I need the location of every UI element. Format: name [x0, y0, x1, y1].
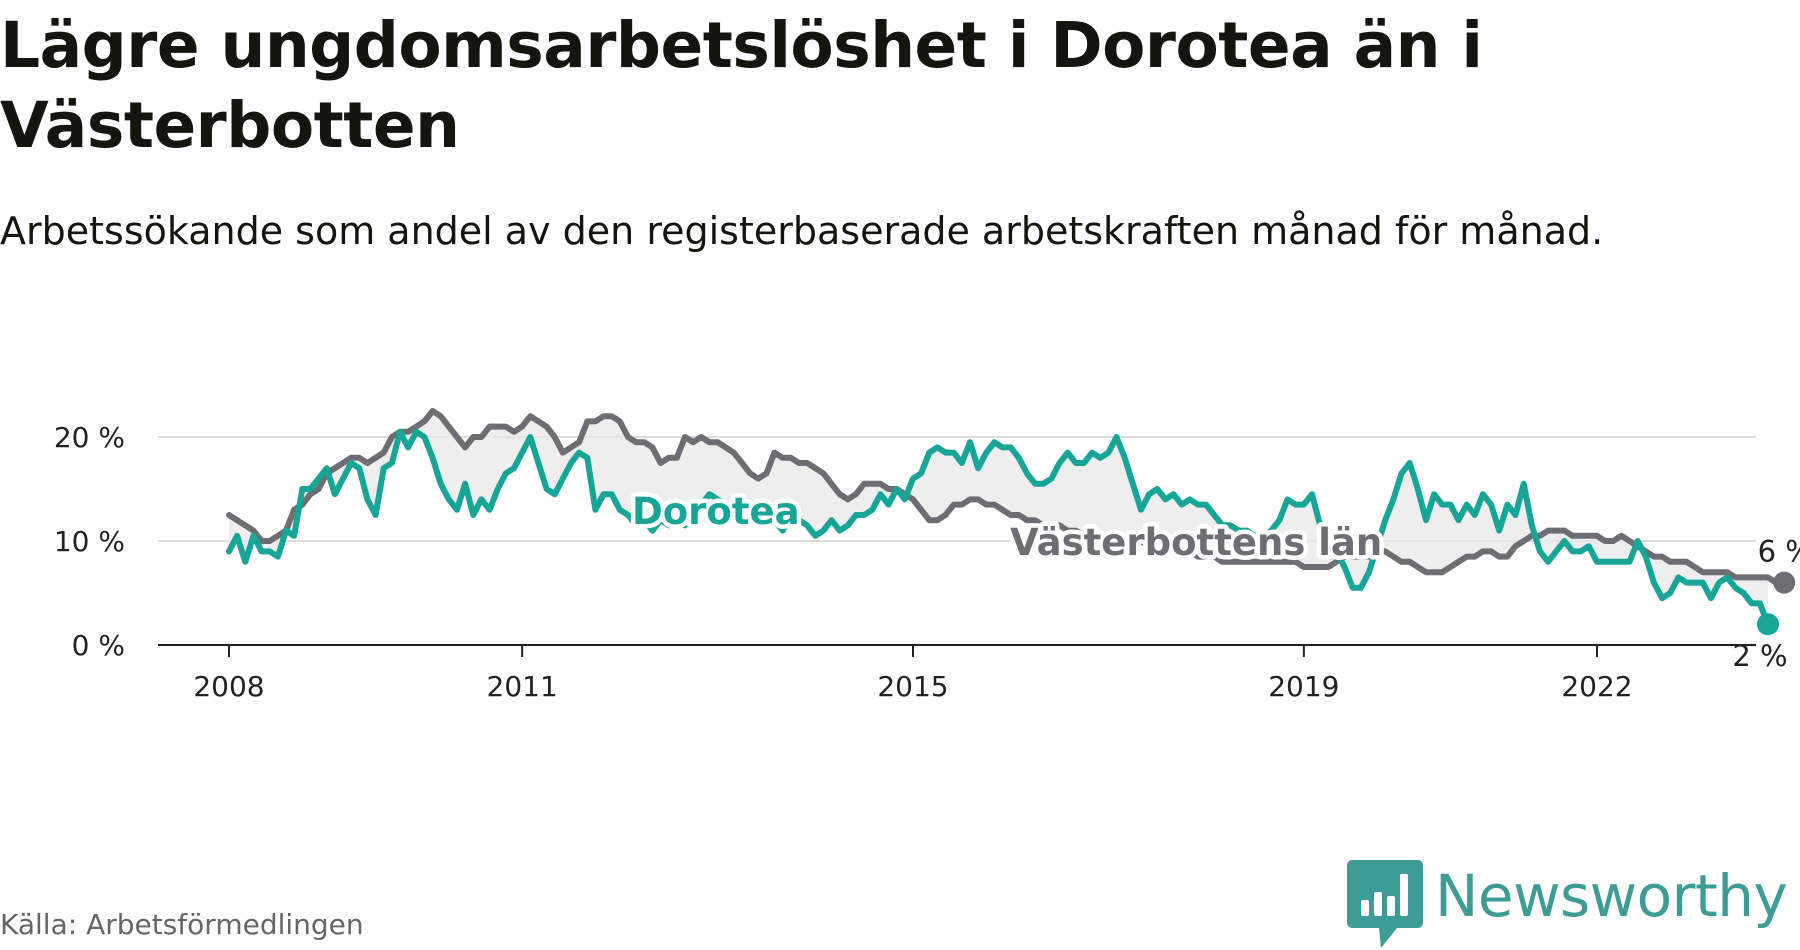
difference-band [229, 411, 1768, 625]
y-tick-label: 20 % [54, 421, 125, 454]
series-label-dorotea: Dorotea [632, 490, 800, 533]
x-tick-label: 2011 [487, 670, 558, 703]
series-line-dorotea [226, 428, 1771, 628]
series-line-vasterbotten [226, 408, 1788, 586]
x-tick-label: 2019 [1268, 670, 1339, 703]
x-tick-label: 2015 [877, 670, 948, 703]
end-label-vasterbotten: 6 % [1758, 535, 1800, 569]
series-label-vasterbotten: Västerbottens län [1010, 521, 1382, 564]
x-tick-label: 2022 [1561, 670, 1632, 703]
source-note: Källa: Arbetsförmedlingen [0, 908, 364, 941]
x-tick-label: 2008 [193, 670, 264, 703]
y-tick-label: 0 % [72, 629, 125, 662]
end-marker-vasterbotten [1773, 571, 1796, 594]
chart-title: Lägre ungdomsarbetslöshet i Dorotea än i… [0, 9, 1483, 162]
brand-name: Newsworthy [1435, 862, 1788, 930]
newsworthy-logo-icon [1347, 860, 1423, 948]
y-tick-label: 10 % [54, 525, 125, 558]
brand-logo: Newsworthy [1347, 860, 1788, 950]
end-marker-dorotea [1756, 613, 1779, 636]
end-label-dorotea: 2 % [1732, 639, 1787, 673]
chart-subtitle: Arbetssökande som andel av den registerb… [0, 209, 1604, 253]
